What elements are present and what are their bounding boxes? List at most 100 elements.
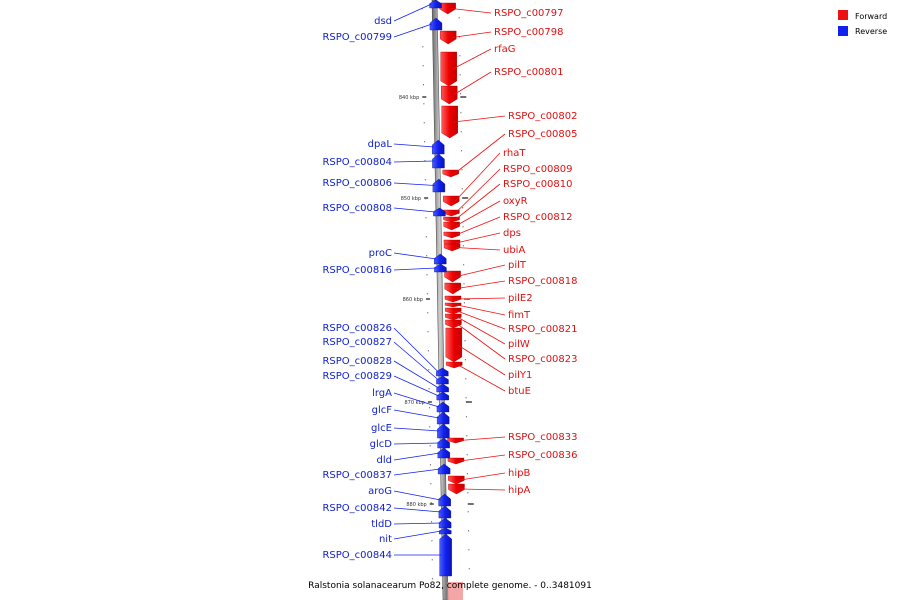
gene-label-forward[interactable]: RSPO_c00833 [508,432,578,443]
gene-reverse-RSPO_c00828[interactable] [436,383,449,393]
gene-reverse-RSPO_c00829[interactable] [436,391,449,401]
gene-label-reverse[interactable]: RSPO_c00804 [322,157,392,168]
gene-reverse-tldD[interactable] [438,517,452,529]
gene-label-forward[interactable]: RSPO_c00798 [494,27,564,38]
gene-label-forward[interactable]: RSPO_c00836 [508,450,578,461]
gene-label-reverse[interactable]: RSPO_c00799 [322,32,392,43]
gene-forward-RSPO_c00802[interactable] [441,105,458,139]
gene-forward-rfaG[interactable] [440,51,457,87]
gene-label-forward[interactable]: RSPO_c00812 [503,212,573,223]
gene-forward-RSPO_c00798[interactable] [439,30,457,45]
axis-minor-dot [467,473,469,475]
gene-forward-fimT[interactable] [444,302,462,308]
gene-forward-btuE[interactable] [445,361,463,369]
gene-label-reverse[interactable]: RSPO_c00816 [322,265,392,276]
gene-reverse-proC[interactable] [434,253,447,265]
gene-forward-RSPO_c00823[interactable] [445,319,462,329]
gene-reverse-RSPO_c00799[interactable] [429,17,443,31]
gene-forward-pilT[interactable] [444,270,461,283]
gene-label-forward[interactable]: RSPO_c00805 [508,129,578,140]
gene-forward-pilW[interactable] [445,313,462,321]
gene-reverse-aroG[interactable] [438,493,451,507]
gene-forward-RSPO_c00810[interactable] [443,216,460,223]
gene-forward-RSPO_c00821[interactable] [445,307,462,315]
gene-forward-ubiA[interactable] [443,243,461,252]
gene-label-forward[interactable]: btuE [508,386,531,397]
gene-label-reverse[interactable]: RSPO_c00828 [322,356,392,367]
gene-label-forward[interactable]: RSPO_c00810 [503,179,573,190]
gene-forward-RSPO_c00836[interactable] [447,457,465,465]
gene-label-reverse[interactable]: lrgA [372,388,392,399]
gene-forward-RSPO_c00805[interactable] [442,169,459,178]
gene-label-reverse[interactable]: RSPO_c00808 [322,203,392,214]
gene-label-reverse[interactable]: RSPO_c00842 [322,503,392,514]
gene-reverse-dpaL[interactable] [431,139,445,155]
gene-reverse-RSPO_c00837[interactable] [437,463,451,475]
gene-reverse-RSPO_c00804[interactable] [432,153,445,169]
gene-label-reverse[interactable]: glcE [371,423,392,434]
gene-label-forward[interactable]: RSPO_c00823 [508,354,578,365]
gene-forward-pilE2[interactable] [444,295,462,303]
gene-reverse-RSPO_c00827[interactable] [436,375,449,385]
gene-reverse-RSPO_c00816[interactable] [434,263,447,273]
gene-forward-RSPO_c00818[interactable] [444,282,461,295]
gene-label-reverse[interactable]: RSPO_c00837 [322,470,392,481]
gene-label-forward[interactable]: ubiA [503,245,525,256]
gene-label-reverse[interactable]: RSPO_c00806 [322,178,392,189]
gene-reverse-dsd[interactable] [429,0,442,9]
gene-reverse-glcF[interactable] [436,411,450,425]
gene-label-reverse[interactable]: RSPO_c00826 [322,323,392,334]
gene-forward-oxyR[interactable] [443,221,460,231]
gene-reverse-RSPO_c00844[interactable] [439,533,452,577]
gene-forward-RSPO_c00812[interactable] [443,231,461,239]
gene-reverse-lrgA[interactable] [436,401,450,413]
gene-label-forward[interactable]: RSPO_c00821 [508,324,578,335]
gene-reverse-RSPO_c00808[interactable] [433,207,446,217]
gene-forward-hipA[interactable] [448,483,465,495]
gene-label-forward[interactable]: rhaT [503,148,526,159]
gene-label-forward[interactable]: rfaG [494,44,516,55]
gene-reverse-RSPO_c00826[interactable] [436,367,449,377]
gene-label-reverse[interactable]: dpaL [368,139,393,150]
gene-forward-RSPO_c00833[interactable] [447,437,464,444]
gene-label-reverse[interactable]: RSPO_c00829 [322,371,392,382]
gene-forward-RSPO_c00801[interactable] [441,85,458,105]
gene-label-forward[interactable]: pilE2 [508,293,533,304]
gene-reverse-nit[interactable] [439,527,452,535]
gene-forward-rhaT[interactable] [442,195,460,207]
gene-reverse-dld[interactable] [437,447,451,459]
gene-label-forward[interactable]: hipB [508,468,530,479]
leader-line-forward [459,454,506,462]
gene-label-forward[interactable]: pilW [508,339,530,350]
gene-reverse-glcD[interactable] [437,437,450,449]
gene-label-forward[interactable]: pilY1 [508,370,532,381]
leader-line-forward [456,280,506,289]
gene-label-forward[interactable]: pilT [508,260,527,271]
gene-label-forward[interactable]: RSPO_c00801 [494,67,564,78]
gene-label-forward[interactable]: RSPO_c00797 [494,8,564,19]
axis-minor-dot [426,255,428,257]
gene-label-reverse[interactable]: tldD [371,519,392,530]
gene-label-reverse[interactable]: glcD [370,439,393,450]
gene-label-forward[interactable]: hipA [508,485,530,496]
gene-forward-hipB[interactable] [448,475,465,485]
axis-minor-dot [431,559,433,561]
gene-forward-pilY1[interactable] [445,327,463,363]
gene-label-reverse[interactable]: dsd [374,16,392,27]
gene-label-forward[interactable]: RSPO_c00809 [503,164,573,175]
gene-label-forward[interactable]: fimT [508,310,531,321]
gene-label-reverse[interactable]: proC [369,248,392,259]
gene-label-forward[interactable]: RSPO_c00802 [508,111,578,122]
gene-reverse-RSPO_c00842[interactable] [438,505,452,519]
gene-label-reverse[interactable]: dld [377,455,392,466]
gene-label-reverse[interactable]: aroG [368,486,392,497]
gene-label-reverse[interactable]: glcF [372,405,393,416]
gene-label-reverse[interactable]: nit [379,534,392,545]
gene-label-reverse[interactable]: RSPO_c00827 [322,337,392,348]
gene-label-forward[interactable]: dps [503,228,521,239]
gene-reverse-RSPO_c00806[interactable] [432,178,446,193]
gene-label-reverse[interactable]: RSPO_c00844 [322,550,392,561]
gene-reverse-glcE[interactable] [437,423,450,439]
gene-label-forward[interactable]: oxyR [503,196,528,207]
gene-label-forward[interactable]: RSPO_c00818 [508,276,578,287]
